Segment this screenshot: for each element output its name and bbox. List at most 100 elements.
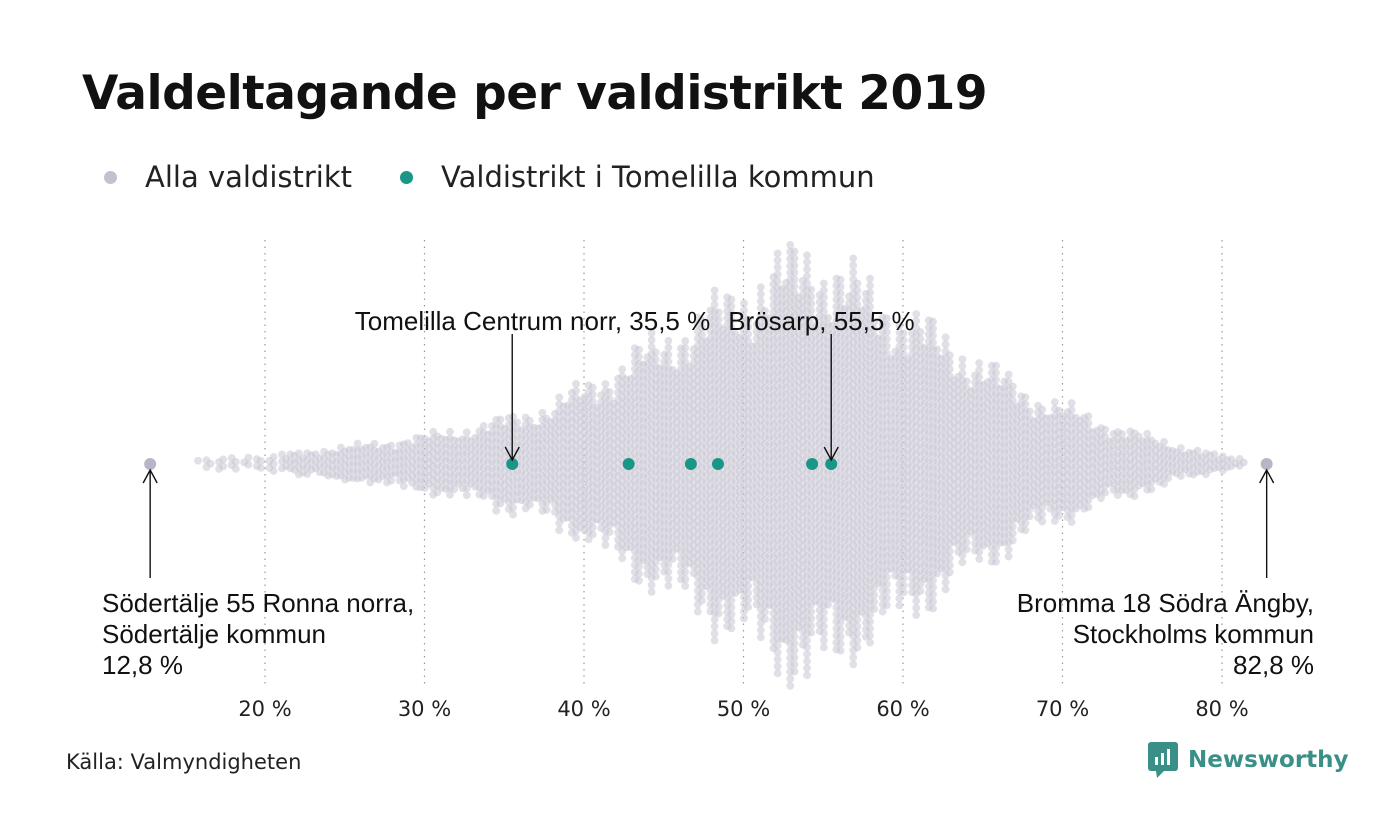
district-point [895, 601, 904, 610]
district-point [744, 330, 753, 338]
district-point [651, 572, 660, 581]
district-point [572, 533, 580, 542]
district-point [803, 265, 811, 274]
district-point [819, 629, 828, 638]
district-point [941, 585, 950, 594]
district-point [761, 615, 769, 623]
district-point [698, 589, 706, 598]
district-point [651, 355, 660, 364]
district-point [790, 275, 799, 284]
district-point [1118, 430, 1126, 438]
district-point [538, 408, 547, 417]
district-point [849, 660, 858, 669]
district-point [853, 636, 862, 645]
district-point [819, 293, 828, 302]
district-point [870, 605, 879, 613]
district-point [257, 463, 265, 472]
district-point [819, 622, 828, 631]
district-point [446, 490, 454, 499]
district-point [853, 286, 862, 295]
district-point [664, 343, 673, 352]
district-point [756, 633, 765, 642]
district-point [853, 643, 862, 652]
district-point [790, 639, 799, 648]
district-point [790, 282, 799, 291]
district-point [727, 603, 736, 612]
district-point [975, 555, 984, 563]
district-point [1021, 393, 1030, 402]
district-point [790, 254, 799, 263]
district-point [1055, 511, 1063, 520]
district-point [929, 597, 937, 606]
district-point [635, 345, 643, 354]
district-point [866, 288, 874, 297]
district-point [744, 603, 753, 611]
district-point [790, 660, 799, 669]
district-point [773, 277, 782, 286]
district-point [761, 608, 769, 616]
district-point [803, 664, 811, 673]
district-point [916, 328, 925, 336]
district-point [803, 650, 811, 659]
district-point [882, 587, 891, 596]
district-point [664, 581, 673, 590]
district-point [929, 583, 937, 592]
district-point [836, 296, 845, 305]
district-point [912, 611, 921, 619]
district-point [1067, 511, 1076, 519]
district-point [727, 610, 736, 619]
district-point [1193, 446, 1202, 455]
district-point [572, 379, 580, 388]
district-point [962, 377, 971, 386]
district-point [786, 681, 795, 690]
district-point [1143, 429, 1152, 438]
district-point [542, 505, 551, 514]
district-point [866, 638, 874, 647]
district-point [836, 639, 845, 648]
district-point [635, 576, 643, 585]
district-point [790, 247, 799, 256]
district-point [555, 393, 564, 402]
district-point [866, 624, 874, 633]
district-point [945, 358, 954, 367]
district-point [853, 629, 862, 638]
district-point [803, 272, 811, 281]
district-point [992, 550, 1000, 559]
district-point [399, 482, 408, 491]
district-point [618, 554, 627, 563]
legend-dot-icon [400, 170, 414, 184]
district-point [929, 338, 937, 347]
district-point [387, 476, 396, 485]
district-point [1176, 444, 1185, 452]
district-point [882, 580, 891, 589]
district-point [727, 323, 736, 332]
district-point [572, 386, 580, 395]
district-point [790, 667, 799, 676]
district-point [773, 263, 782, 272]
district-point [479, 492, 488, 500]
district-point [899, 343, 908, 352]
district-point [618, 365, 627, 374]
district-point [446, 427, 454, 436]
district-point [773, 641, 782, 650]
district-point [1101, 488, 1110, 497]
district-point [803, 636, 811, 645]
district-point [773, 256, 782, 265]
district-point [370, 439, 379, 448]
district-point [866, 631, 874, 640]
district-point [819, 615, 828, 624]
district-point [945, 554, 954, 563]
district-point [681, 582, 690, 590]
district-point [819, 279, 828, 288]
district-point [882, 335, 891, 344]
district-point [836, 632, 845, 641]
district-point [740, 299, 748, 308]
legend-item-tomelilla: Valdistrikt i Tomelilla kommun [400, 160, 875, 194]
district-point [866, 281, 874, 290]
district-point [635, 569, 643, 578]
district-point [727, 295, 736, 304]
district-point [1067, 518, 1076, 526]
district-point [790, 632, 799, 641]
district-point [975, 359, 984, 367]
district-point [647, 588, 656, 596]
